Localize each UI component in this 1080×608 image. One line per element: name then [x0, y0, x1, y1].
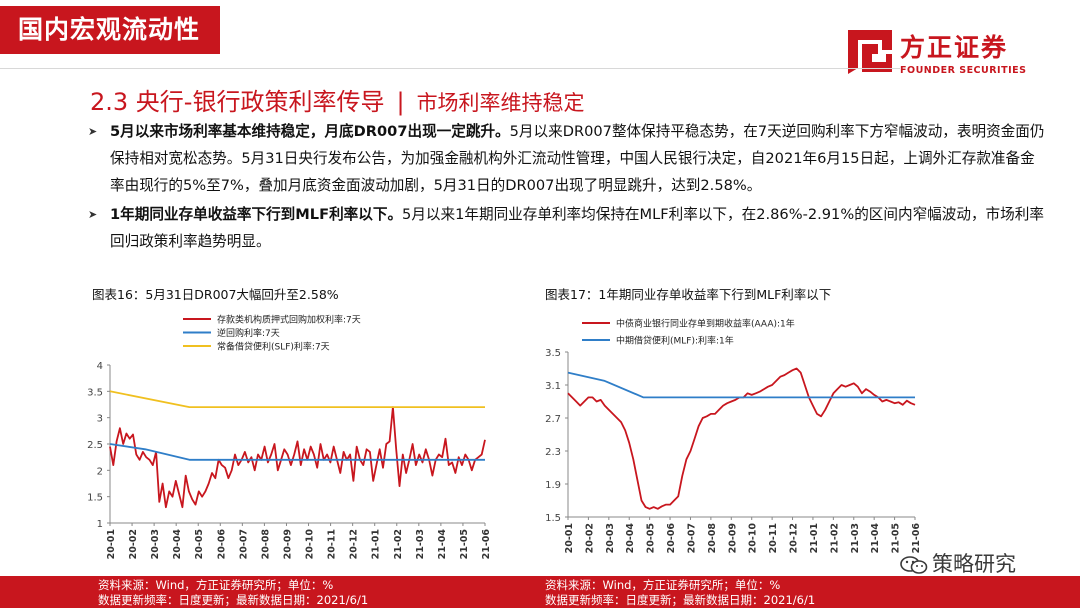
watermark: 策略研究 — [900, 548, 1016, 578]
y-tick-label: 2.3 — [545, 447, 561, 458]
x-tick-label: 20-09 — [727, 523, 738, 553]
x-tick-label: 20-08 — [707, 523, 718, 554]
y-tick-label: 2 — [97, 466, 103, 477]
y-tick-label: 3.5 — [545, 348, 561, 359]
x-tick-label: 20-06 — [216, 529, 227, 560]
source-line: 资料来源：Wind，方正证券研究所；单位：% — [98, 578, 334, 592]
bullet-item: ➤ 1年期同业存单收益率下行到MLF利率以下。5月以来1年期同业存单利率均保持在… — [88, 201, 1048, 255]
chart17-caption: 图表17：1年期同业存单收益率下行到MLF利率以下 — [545, 287, 832, 302]
x-tick-label: 21-04 — [437, 529, 448, 560]
watermark-text: 策略研究 — [932, 552, 1016, 576]
y-tick-label: 1.9 — [545, 480, 561, 491]
bullet-item: ➤ 5月以来市场利率基本维持稳定，月底DR007出现一定跳升。5月以来DR007… — [88, 118, 1048, 199]
series-line — [567, 371, 915, 399]
company-logo: 方正证券 FOUNDER SECURITIES — [842, 28, 1042, 78]
legend-label: 逆回购利率:7天 — [217, 327, 280, 339]
legend-label: 中期借贷便利(MLF):利率:1年 — [616, 335, 734, 347]
x-tick-label: 21-06 — [911, 523, 922, 554]
bullet-list: ➤ 5月以来市场利率基本维持稳定，月底DR007出现一定跳升。5月以来DR007… — [88, 118, 1048, 257]
x-tick-label: 20-05 — [646, 523, 657, 553]
founder-logo-icon — [848, 30, 892, 74]
y-tick-label: 1.5 — [87, 493, 103, 504]
x-tick-label: 20-08 — [260, 529, 271, 560]
bullet-bold: 5月以来市场利率基本维持稳定，月底DR007出现一定跳升。 — [110, 123, 510, 140]
x-tick-label: 21-03 — [415, 529, 426, 559]
y-tick-label: 2.7 — [545, 414, 561, 425]
x-tick-label: 21-05 — [891, 523, 902, 553]
bullet-text: 5月以来1年期同业存单利率均保持在MLF利率以下，在2.86%-2.91%的区间… — [110, 206, 1044, 250]
y-tick-label: 3.1 — [545, 381, 561, 392]
section-title-main: 2.3 央行-银行政策利率传导 — [90, 88, 385, 116]
legend-label: 中债商业银行同业存单到期收益率(AAA):1年 — [616, 318, 795, 330]
x-tick-label: 20-09 — [282, 529, 293, 559]
category-tab: 国内宏观流动性 — [0, 6, 220, 54]
x-tick-label: 20-10 — [748, 523, 759, 554]
x-tick-label: 21-06 — [481, 529, 492, 560]
x-tick-label: 20-03 — [605, 523, 616, 553]
bullet-text: 5月以来DR007整体保持平稳态势，在7天逆回购利率下方窄幅波动，表明资金面仍保… — [110, 123, 1045, 194]
x-tick-label: 20-10 — [305, 529, 316, 560]
x-tick-label: 21-02 — [829, 523, 840, 553]
x-tick-label: 20-01 — [564, 523, 575, 553]
logo-text-cn: 方正证券 — [900, 33, 1009, 62]
x-tick-label: 21-05 — [459, 529, 470, 559]
x-tick-label: 20-02 — [584, 523, 595, 553]
y-tick-label: 1 — [97, 519, 103, 530]
x-tick-label: 20-07 — [686, 523, 697, 553]
y-tick-label: 1.5 — [545, 513, 561, 524]
series-line — [109, 443, 485, 461]
legend-label: 常备借贷便利(SLF)利率:7天 — [217, 341, 330, 353]
x-tick-label: 20-12 — [789, 523, 800, 553]
chart17: 1.5 1.9 2.3 2.7 3.1 3.5 20-01 20-02 20-03 20-04 20… — [545, 318, 922, 554]
x-tick-label: 20-06 — [666, 523, 677, 554]
chart16-caption: 图表16：5月31日DR007大幅回升至2.58% — [92, 287, 339, 302]
series-line — [109, 406, 486, 509]
series-line — [109, 390, 485, 408]
legend-label: 存款类机构质押式回购加权利率:7天 — [217, 314, 361, 326]
chart17-source: 资料来源：Wind，方正证券研究所；单位：% 数据更新频率：日度更新；最新数据日… — [545, 578, 815, 608]
x-tick-label: 21-02 — [393, 529, 404, 559]
x-tick-label: 21-01 — [809, 523, 820, 553]
wechat-icon — [900, 556, 928, 574]
footer-bar — [0, 576, 1080, 608]
chart16-source: 资料来源：Wind，方正证券研究所；单位：% 数据更新频率：日度更新；最新数据日… — [98, 578, 368, 608]
x-tick-label: 20-05 — [194, 529, 205, 559]
x-tick-label: 20-11 — [327, 529, 338, 559]
x-tick-label: 20-12 — [349, 529, 360, 559]
x-tick-label: 20-03 — [150, 529, 161, 559]
bullet-arrow-icon: ➤ — [88, 125, 98, 138]
x-tick-label: 20-01 — [106, 529, 117, 559]
x-tick-label: 21-04 — [870, 523, 881, 554]
series-line — [567, 367, 916, 510]
y-tick-label: 2.5 — [87, 440, 103, 451]
x-tick-label: 20-11 — [768, 523, 779, 553]
bullet-bold: 1年期同业存单收益率下行到MLF利率以下。 — [110, 206, 403, 223]
section-title-separator: | — [396, 88, 405, 116]
bullet-arrow-icon: ➤ — [88, 208, 98, 221]
section-subtitle: 市场利率维持稳定 — [416, 91, 585, 115]
y-tick-label: 4 — [97, 361, 103, 372]
x-tick-label: 20-02 — [128, 529, 139, 559]
section-title: 2.3 央行-银行政策利率传导 | 市场利率维持稳定 — [90, 82, 585, 117]
x-tick-label: 20-07 — [238, 529, 249, 559]
x-tick-label: 20-04 — [625, 523, 636, 554]
header-divider — [0, 68, 900, 69]
chart16: 1 1.5 2 2.5 3 3.5 4 20-01 20-02 20-03 20-04 20-05 20… — [87, 314, 492, 560]
source-line: 资料来源：Wind，方正证券研究所；单位：% — [545, 578, 781, 592]
y-tick-label: 3 — [97, 414, 103, 425]
source-line: 数据更新频率：日度更新；最新数据日期：2021/6/1 — [545, 593, 816, 607]
y-tick-label: 3.5 — [87, 387, 103, 398]
source-line: 数据更新频率：日度更新；最新数据日期：2021/6/1 — [98, 593, 369, 607]
x-tick-label: 21-01 — [371, 529, 382, 559]
logo-text-en: FOUNDER SECURITIES — [900, 65, 1027, 76]
x-tick-label: 20-04 — [172, 529, 183, 560]
x-tick-label: 21-03 — [850, 523, 861, 553]
